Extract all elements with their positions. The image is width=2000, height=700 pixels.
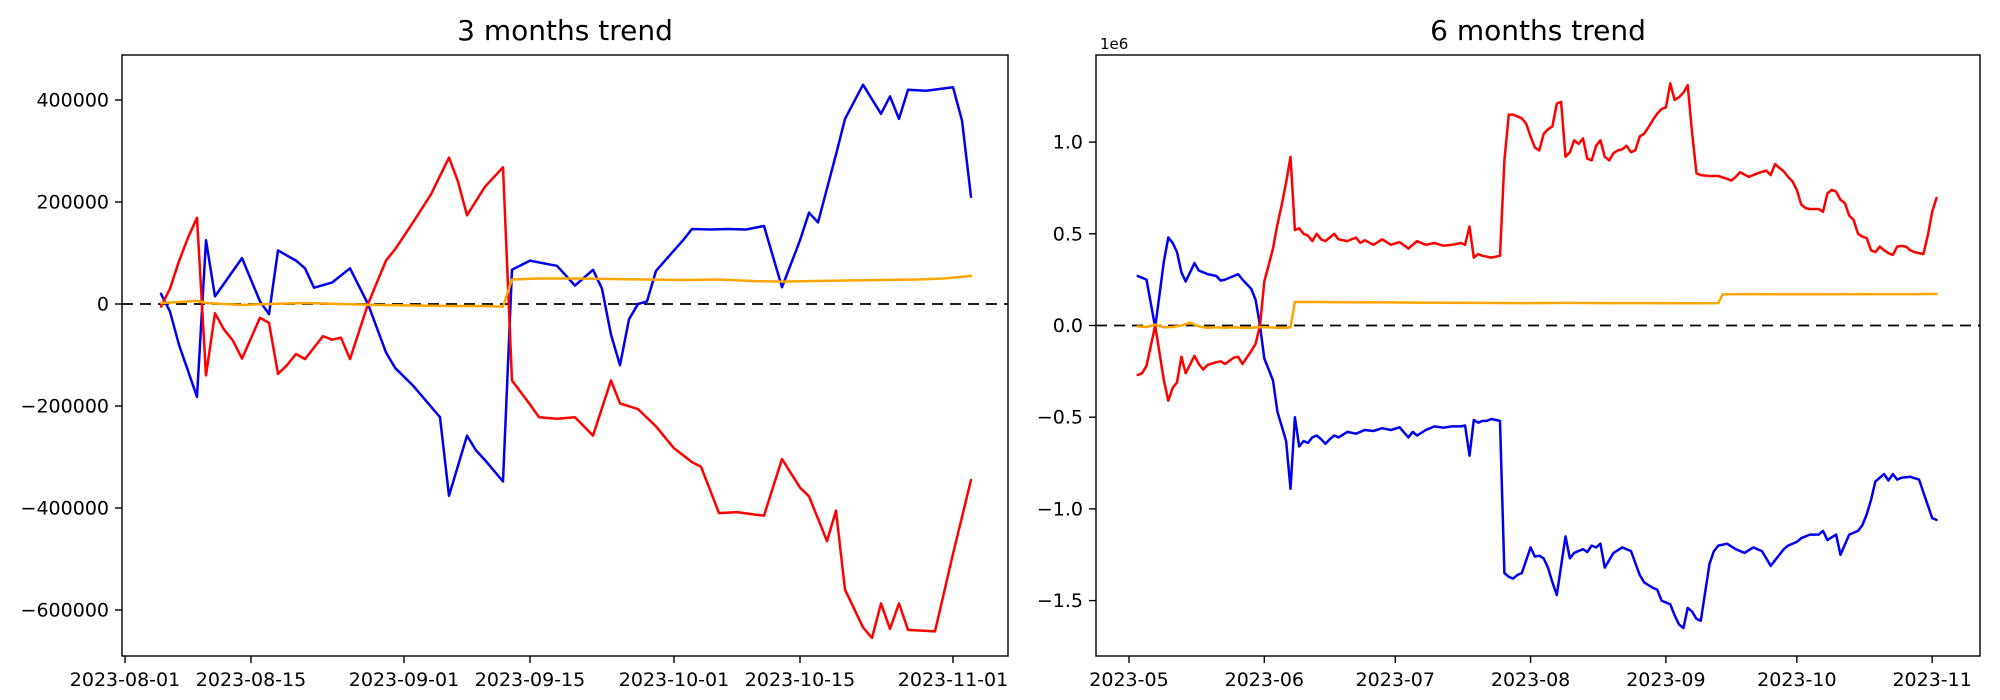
x-tick-label: 2023-09-01 — [349, 669, 459, 691]
y-tick-label: 400000 — [36, 90, 109, 112]
y-tick-label: −1.5 — [1037, 590, 1083, 612]
chart-6-months-trend: 6 months trend 1e6 1.0 0.5 0.0 −0.5 −1.0 −1.5 20… — [1037, 14, 1981, 691]
x-tick-label: 2023-06 — [1225, 669, 1304, 691]
y-tick-label: −0.5 — [1037, 407, 1083, 429]
series-blue-line — [1136, 236, 1938, 630]
series-red-line — [1136, 82, 1938, 402]
x-tick-label: 2023-09-15 — [475, 669, 585, 691]
x-tick-label: 2023-10 — [1757, 669, 1836, 691]
y-tick-label: 200000 — [36, 192, 109, 214]
chart-3-months-trend: 3 months trend 400000 200000 0 −200000 −40000… — [21, 14, 1009, 691]
y-tick-label: −200000 — [21, 396, 109, 418]
y-tick-label: 0.5 — [1053, 223, 1083, 245]
series-orange-line — [1136, 292, 1938, 330]
y-tick-label: 0.0 — [1053, 315, 1083, 337]
y-tick-label: 0 — [97, 294, 109, 316]
y-axis-offset-label: 1e6 — [1100, 35, 1128, 53]
axes-frame — [121, 54, 1009, 657]
x-tick-label: 2023-08-01 — [70, 669, 180, 691]
x-tick-label: 2023-09 — [1626, 669, 1705, 691]
x-tick-label: 2023-10-01 — [619, 669, 729, 691]
x-tick-label: 2023-08 — [1491, 669, 1570, 691]
series-orange-line — [159, 274, 973, 308]
series-group — [159, 83, 973, 640]
series-blue-line — [159, 83, 973, 498]
chart-title: 3 months trend — [457, 14, 673, 47]
axes-frame — [1095, 54, 1981, 657]
x-tick-label: 2023-07 — [1356, 669, 1435, 691]
y-tick-label: −600000 — [21, 600, 109, 622]
y-tick-label: −400000 — [21, 498, 109, 520]
chart-title: 6 months trend — [1430, 14, 1646, 47]
series-red-line — [159, 156, 973, 640]
y-tick-label: −1.0 — [1037, 498, 1083, 520]
x-tick-label: 2023-08-15 — [196, 669, 306, 691]
y-tick-label: 1.0 — [1053, 132, 1083, 154]
x-tick-label: 2023-11-01 — [898, 669, 1008, 691]
x-tick-label: 2023-05 — [1089, 669, 1168, 691]
series-group — [1136, 82, 1938, 630]
x-tick-label: 2023-11 — [1892, 669, 1971, 691]
x-tick-label: 2023-10-15 — [745, 669, 855, 691]
